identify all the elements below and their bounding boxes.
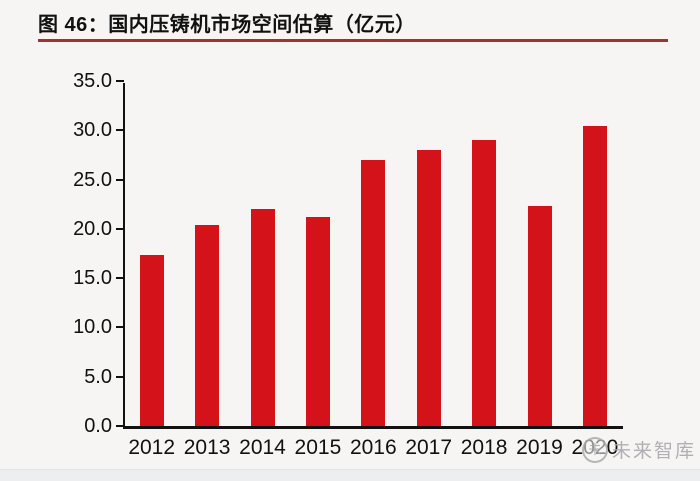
bar-2016 [361,159,386,426]
y-tick-mark-20 [116,227,124,230]
bar-2013 [195,224,220,426]
y-tick-label-25: 25.0 [73,168,112,191]
x-axis-label-2012: 2012 [128,436,176,459]
y-tick-label-20: 20.0 [73,217,112,240]
bar-2017 [416,150,441,426]
y-tick-label-35: 35.0 [73,70,112,92]
x-axis-label-2020: 2020 [571,436,619,459]
y-tick-label-30: 30.0 [73,119,112,142]
y-tick-mark-30 [116,129,124,132]
chart-title: 图 46：国内压铸机市场空间估算（亿元） [38,14,416,36]
y-tick-mark-10 [116,326,124,329]
y-tick-label-0: 0.0 [84,415,112,437]
y-tick-label-10: 10.0 [73,316,112,339]
title-underline [38,39,668,42]
bottom-strip [0,469,700,481]
bar-2012 [139,255,164,426]
x-axis-label-2018: 2018 [460,436,508,459]
bar-2019 [527,206,552,426]
y-tick-mark-25 [116,178,124,181]
bar-2020 [582,126,607,426]
bar-2015 [305,217,330,426]
x-axis-label-2015: 2015 [294,436,342,459]
x-axis-label-2017: 2017 [405,436,453,459]
y-axis-line [123,83,125,428]
y-tick-label-5: 5.0 [84,365,112,388]
x-axis-label-2013: 2013 [183,436,231,459]
y-tick-mark-35 [116,80,124,82]
y-tick-mark-0 [116,425,124,427]
bar-2018 [472,140,497,426]
x-axis-label-2019: 2019 [516,436,563,459]
y-tick-mark-15 [116,277,124,280]
y-tick-mark-5 [116,375,124,378]
x-axis-label-2016: 2016 [349,436,397,459]
y-tick-label-15: 15.0 [73,267,112,290]
x-axis-label-2014: 2014 [239,436,286,459]
bar-2014 [250,209,275,426]
x-axis-line [123,426,623,429]
